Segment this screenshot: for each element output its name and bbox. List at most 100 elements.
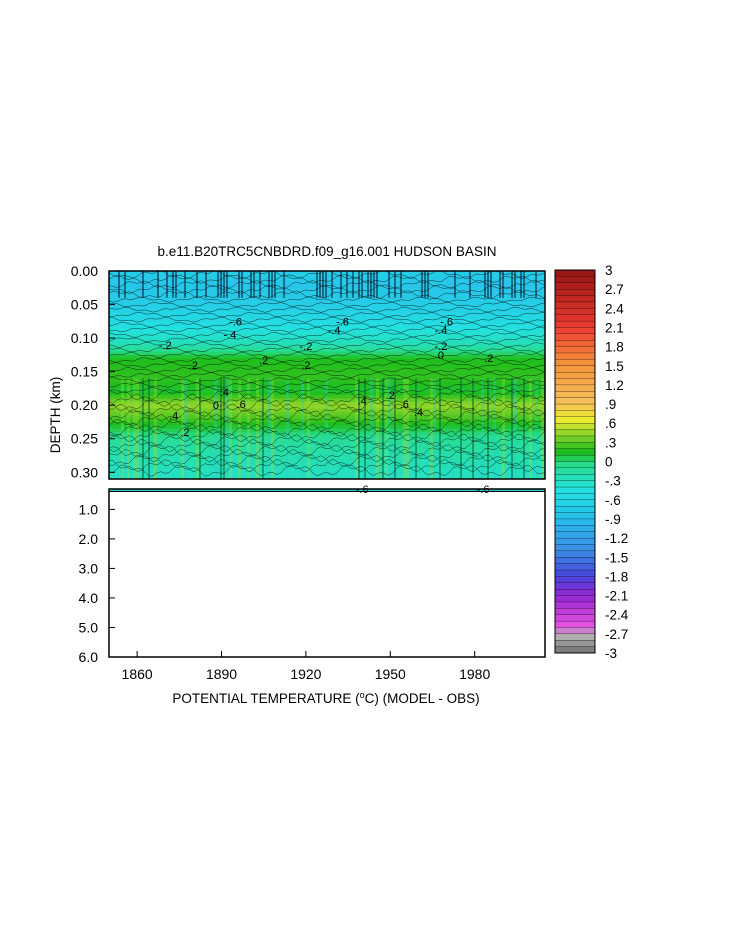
contour-line [109, 409, 545, 422]
colorbar-cell [554, 589, 596, 597]
colorbar-cell [554, 365, 596, 373]
y-tick-label: 6.0 [79, 649, 99, 665]
x-tick-label: 1860 [122, 666, 153, 682]
contour-label: -.6 [440, 316, 453, 328]
anomaly-column [199, 378, 201, 479]
colorbar-cell [554, 646, 596, 654]
depth-band [109, 432, 545, 436]
contour-line [109, 311, 545, 318]
contour-label: -.6 [229, 316, 242, 328]
colorbar-cell [554, 531, 596, 539]
surface-dark-column [166, 271, 168, 298]
y-tick-label: 0.00 [71, 263, 98, 279]
depth-band [109, 314, 545, 319]
surface-dark-column [157, 271, 159, 298]
colorbar-cell [554, 384, 596, 392]
anomaly-column [514, 378, 517, 479]
surface-dark-column [469, 271, 471, 298]
colorbar-cell [554, 301, 596, 309]
contour-line [109, 399, 545, 412]
y-tick-label: 4.0 [79, 590, 99, 606]
anomaly-column [286, 378, 289, 479]
contour-label: .4 [169, 410, 178, 422]
surface-dark-column [238, 271, 240, 298]
depth-band [109, 311, 545, 316]
depth-band [109, 435, 545, 440]
surface-dark-column [535, 271, 537, 298]
depth-band [109, 455, 545, 460]
contour-line [109, 296, 545, 303]
depth-band [109, 348, 545, 353]
surface-dark-column [427, 271, 429, 298]
anomaly-column [229, 378, 232, 479]
colorbar-cell [554, 308, 596, 316]
colorbar-cell [554, 276, 596, 284]
anomaly-column [394, 378, 396, 479]
colorbar-cell [554, 320, 596, 328]
colorbar-cells [554, 269, 596, 654]
surface-dark-column [175, 271, 177, 298]
surface-dark-column [502, 271, 504, 298]
colorbar-label: .3 [605, 435, 616, 450]
contour-line [109, 403, 545, 417]
colorbar-label: -2.1 [605, 589, 628, 604]
anomaly-column [220, 378, 222, 479]
depth-band [109, 358, 545, 363]
contour-label: .2 [180, 427, 189, 439]
colorbar-label: 1.2 [605, 378, 624, 393]
surface-dark-column [226, 271, 228, 298]
colorbar-cell [554, 429, 596, 437]
surface-dark-column [322, 271, 324, 298]
depth-band [109, 462, 545, 467]
surface-dark-column [340, 271, 342, 298]
depth-band [109, 301, 545, 306]
x-axis-label: POTENTIAL TEMPERATURE (oC) (MODEL - OBS) [172, 690, 479, 706]
colorbar-cell [554, 627, 596, 635]
colorbar-cell [554, 352, 596, 360]
colorbar-cell [554, 595, 596, 603]
depth-band [109, 472, 545, 477]
colorbar-label: -1.8 [605, 569, 628, 584]
contour-line [109, 271, 545, 279]
colorbar-frame [554, 269, 596, 654]
depth-band [109, 361, 545, 366]
depth-band [109, 334, 545, 339]
depth-band [109, 425, 545, 430]
surface-dark-column [223, 271, 225, 298]
y-tick-label: 0.25 [71, 431, 98, 447]
colorbar-label: 1.5 [605, 359, 624, 374]
depth-band [109, 328, 545, 332]
contour-line [109, 464, 545, 477]
colorbar-label: .6 [605, 416, 616, 431]
y-tick-label: 0.10 [71, 330, 98, 346]
colorbar-cell [554, 423, 596, 431]
x-tick-label: 1980 [459, 666, 490, 682]
anomaly-column [355, 378, 358, 479]
x-axis-label-part-1: POTENTIAL TEMPERATURE ( [172, 691, 360, 706]
surface-dark-column [259, 271, 261, 298]
anomaly-column [541, 378, 544, 479]
colorbar-label: -.3 [605, 474, 621, 489]
y-tick-label: 3.0 [79, 560, 99, 576]
surface-dark-column [253, 271, 255, 298]
colorbar-cell [554, 435, 596, 443]
surface-dark-column [511, 271, 513, 298]
anomaly-column [406, 378, 409, 479]
lower-panel-frame [108, 488, 546, 658]
colorbar-cell [554, 282, 596, 290]
depth-band [109, 297, 545, 302]
contour-line [109, 347, 545, 353]
surface-dark-column [316, 271, 318, 298]
colorbar-cell [554, 454, 596, 462]
y-tick-label: 0.15 [71, 364, 98, 380]
contour-label: -.2 [159, 340, 172, 352]
anomaly-column [364, 378, 366, 479]
depth-band [109, 452, 545, 457]
surface-dark-column [319, 271, 321, 298]
colorbar-label: -2.4 [605, 608, 629, 623]
surface-dark-column [241, 271, 243, 298]
colorbar-cell [554, 403, 596, 411]
contour-label: .4 [358, 395, 367, 407]
depth-band [109, 354, 545, 359]
surface-dark-column [367, 271, 369, 298]
